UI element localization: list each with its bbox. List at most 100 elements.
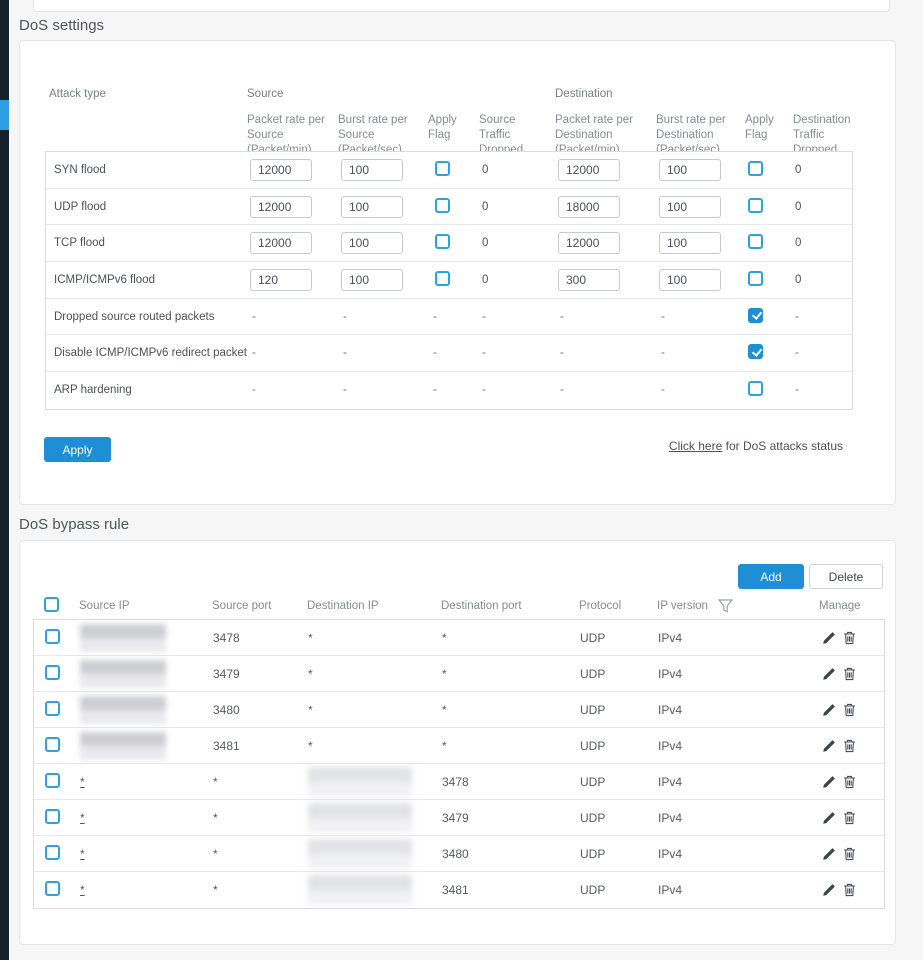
source-port-value: 3480 — [213, 702, 240, 717]
edit-icon[interactable] — [822, 775, 836, 789]
source-ip-value[interactable]: * — [80, 810, 85, 825]
destination-port-value: 3479 — [442, 810, 469, 825]
delete-icon[interactable] — [843, 631, 856, 645]
dst-apply-flag-checkbox[interactable] — [748, 270, 763, 286]
src-apply-flag-checkbox[interactable] — [435, 197, 450, 213]
dos-attacks-status-link[interactable]: Click here — [668, 439, 723, 453]
source-port-value: * — [213, 774, 218, 789]
dst-apply-flag-checkbox[interactable] — [748, 381, 763, 397]
src-burst-input[interactable] — [341, 232, 403, 255]
dst-dropped-value: 0 — [795, 237, 802, 250]
add-button[interactable]: Add — [738, 564, 804, 589]
source-ip-value[interactable]: * — [80, 883, 85, 897]
src-rate-input[interactable] — [250, 268, 312, 291]
dash-value: - — [343, 347, 347, 360]
src-apply-flag-checkbox[interactable] — [435, 270, 450, 286]
src-rate-input[interactable] — [250, 158, 312, 181]
filter-icon[interactable] — [717, 599, 733, 613]
dst-apply-flag-checkbox[interactable] — [748, 197, 763, 213]
delete-icon[interactable] — [843, 847, 856, 861]
attack-type-label: TCP flood — [54, 237, 105, 250]
dash-value: - — [795, 384, 799, 397]
destination-port-value: 3478 — [442, 774, 469, 789]
destination-group-header: Destination — [555, 88, 613, 100]
src-burst-input[interactable] — [341, 268, 403, 291]
dst-rate-input[interactable] — [558, 232, 620, 255]
row-select-checkbox[interactable] — [45, 700, 60, 716]
edit-icon[interactable] — [822, 631, 836, 645]
src-apply-flag-checkbox[interactable] — [435, 234, 450, 250]
redacted-destination-ip — [308, 802, 412, 833]
dst-apply-flag-checkbox[interactable] — [748, 160, 763, 176]
ip-version-value: IPv4 — [658, 810, 683, 825]
protocol-value: UDP — [580, 774, 606, 789]
ip-version-value: IPv4 — [658, 774, 683, 789]
dst-apply-flag-checkbox[interactable] — [748, 234, 763, 250]
dst-apply-flag-checkbox[interactable] — [748, 307, 763, 323]
delete-button[interactable]: Delete — [809, 564, 883, 589]
row-select-checkbox[interactable] — [45, 772, 60, 788]
row-select-checkbox[interactable] — [45, 664, 60, 680]
destination-port-value: * — [442, 702, 447, 717]
edit-icon[interactable] — [822, 667, 836, 681]
delete-icon[interactable] — [843, 775, 856, 789]
dst-burst-input[interactable] — [659, 268, 721, 291]
dos-bypass-title: DoS bypass rule — [19, 516, 130, 533]
delete-icon[interactable] — [843, 811, 856, 825]
dst-burst-input[interactable] — [659, 232, 721, 255]
left-rail-active-indicator[interactable] — [0, 100, 9, 130]
dash-value: - — [795, 310, 799, 323]
protocol-value: UDP — [580, 883, 606, 897]
ip-version-value: IPv4 — [658, 702, 683, 717]
apply-button[interactable]: Apply — [44, 437, 111, 462]
dash-value: - — [661, 347, 665, 360]
destination-port-value: * — [442, 630, 447, 645]
dst-burst-input[interactable] — [659, 158, 721, 181]
delete-icon[interactable] — [843, 883, 856, 897]
protocol-value: UDP — [580, 630, 606, 645]
dst-rate-input[interactable] — [558, 195, 620, 218]
destination-ip-cell: * — [300, 739, 434, 753]
row-select-checkbox[interactable] — [45, 808, 60, 824]
src-apply-flag-checkbox[interactable] — [435, 160, 450, 176]
delete-icon[interactable] — [843, 739, 856, 753]
delete-icon[interactable] — [843, 667, 856, 681]
edit-icon[interactable] — [822, 883, 836, 897]
src-dropped-value: 0 — [482, 273, 489, 286]
dst-burst-input[interactable] — [659, 195, 721, 218]
dst-rate-input[interactable] — [558, 158, 620, 181]
destination-ip-column-header: Destination IP — [307, 600, 379, 612]
row-select-checkbox[interactable] — [45, 736, 60, 752]
row-select-checkbox[interactable] — [45, 628, 60, 644]
row-select-checkbox[interactable] — [45, 881, 60, 896]
dash-value: - — [433, 384, 437, 397]
source-ip-value[interactable]: * — [80, 846, 85, 861]
dash-value: - — [482, 310, 486, 323]
dash-value: - — [560, 310, 564, 323]
select-all-checkbox[interactable] — [44, 597, 59, 612]
src-burst-input[interactable] — [341, 158, 403, 181]
source-ip-cell — [72, 695, 205, 724]
redacted-source-ip — [80, 695, 166, 724]
edit-icon[interactable] — [822, 703, 836, 717]
src-rate-input[interactable] — [250, 195, 312, 218]
manage-cell — [764, 703, 884, 717]
src-burst-input[interactable] — [341, 195, 403, 218]
dst-apply-flag-checkbox[interactable] — [748, 344, 763, 360]
dash-value: - — [252, 384, 256, 397]
dst-rate-input[interactable] — [558, 268, 620, 291]
protocol-value: UDP — [580, 702, 606, 717]
protocol-value: UDP — [580, 738, 606, 753]
edit-icon[interactable] — [822, 739, 836, 753]
row-select-checkbox[interactable] — [45, 844, 60, 860]
delete-icon[interactable] — [843, 703, 856, 717]
source-ip-value[interactable]: * — [80, 774, 85, 789]
edit-icon[interactable] — [822, 811, 836, 825]
manage-cell — [764, 883, 884, 897]
dst-burst-column-header: Burst rate per Destination (Packet/sec) — [656, 114, 726, 156]
attack-type-label: ARP hardening — [54, 384, 132, 397]
src-rate-input[interactable] — [250, 232, 312, 255]
dos-settings-row: Disable ICMP/ICMPv6 redirect packet - - - - -… — [46, 335, 852, 373]
destination-port-value: * — [442, 666, 447, 681]
edit-icon[interactable] — [822, 847, 836, 861]
